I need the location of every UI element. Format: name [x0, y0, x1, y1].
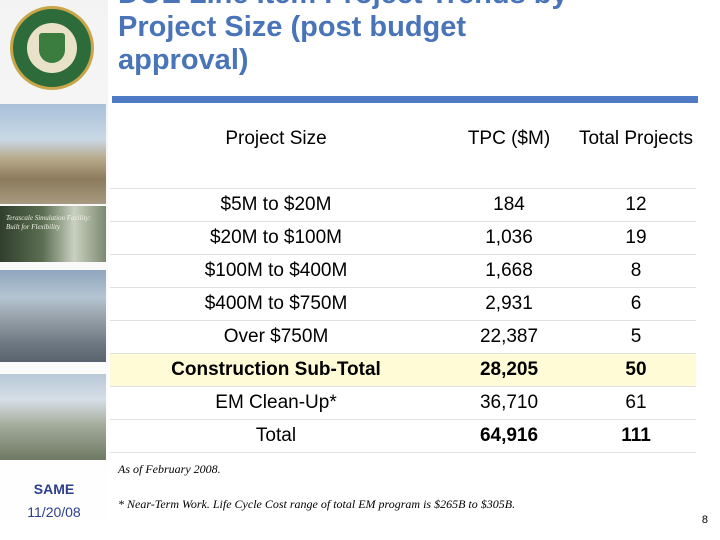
- row-label: $5M to $20M: [110, 188, 442, 222]
- row-label: $20M to $100M: [110, 221, 442, 255]
- header-tpc: TPC ($M): [442, 124, 576, 189]
- row-tpc: 1,668: [442, 254, 576, 288]
- row-count: 5: [576, 320, 696, 354]
- org-label: SAME: [33, 481, 75, 497]
- as-of-note: As of February 2008.: [118, 462, 221, 476]
- row-label: $100M to $400M: [110, 254, 442, 288]
- title-rule: [112, 96, 698, 103]
- row-tpc: 184: [442, 188, 576, 222]
- row-label: EM Clean-Up*: [110, 386, 442, 420]
- table-row: $400M to $750M 2,931 6: [110, 287, 696, 321]
- row-count: 50: [576, 353, 696, 387]
- row-count: 19: [576, 221, 696, 255]
- facility-photo-campus: [0, 374, 106, 460]
- facility-photo-terascale: Terascale Simulation Facility: Built for…: [0, 206, 106, 262]
- table-header-row: Project Size TPC ($M) Total Projects: [110, 124, 696, 189]
- facility-photo-building: [0, 270, 106, 362]
- subtotal-row: Construction Sub-Total 28,205 50: [110, 353, 696, 387]
- table-row: $20M to $100M 1,036 19: [110, 221, 696, 255]
- project-size-table: Project Size TPC ($M) Total Projects $5M…: [110, 124, 696, 453]
- slide-title: DOE Line Item Project Trends by Project …: [118, 0, 568, 76]
- row-count: 6: [576, 287, 696, 321]
- presentation-date: 11/20/08: [27, 504, 81, 520]
- row-tpc: 2,931: [442, 287, 576, 321]
- row-tpc: 28,205: [442, 353, 576, 387]
- table-row: $100M to $400M 1,668 8: [110, 254, 696, 288]
- row-tpc: 64,916: [442, 419, 576, 453]
- page-number: 8: [701, 514, 708, 526]
- footnote: * Near-Term Work. Life Cycle Cost range …: [118, 497, 516, 511]
- row-count: 111: [576, 419, 696, 453]
- table-row: Over $750M 22,387 5: [110, 320, 696, 354]
- row-tpc: 22,387: [442, 320, 576, 354]
- row-label: $400M to $750M: [110, 287, 442, 321]
- row-label: Over $750M: [110, 320, 442, 354]
- header-total-projects: Total Projects: [576, 124, 696, 189]
- row-count: 8: [576, 254, 696, 288]
- photo-caption: Terascale Simulation Facility: Built for…: [6, 214, 91, 231]
- row-count: 12: [576, 188, 696, 222]
- table-row: EM Clean-Up* 36,710 61: [110, 386, 696, 420]
- table-row: $5M to $20M 184 12: [110, 188, 696, 222]
- doe-seal-logo: [10, 6, 94, 90]
- header-project-size: Project Size: [110, 124, 442, 189]
- facility-photo-construction: [0, 104, 106, 204]
- sidebar: Terascale Simulation Facility: Built for…: [0, 0, 108, 540]
- row-count: 61: [576, 386, 696, 420]
- row-label: Construction Sub-Total: [110, 353, 442, 387]
- total-row: Total 64,916 111: [110, 419, 696, 453]
- row-label: Total: [110, 419, 442, 453]
- row-tpc: 1,036: [442, 221, 576, 255]
- row-tpc: 36,710: [442, 386, 576, 420]
